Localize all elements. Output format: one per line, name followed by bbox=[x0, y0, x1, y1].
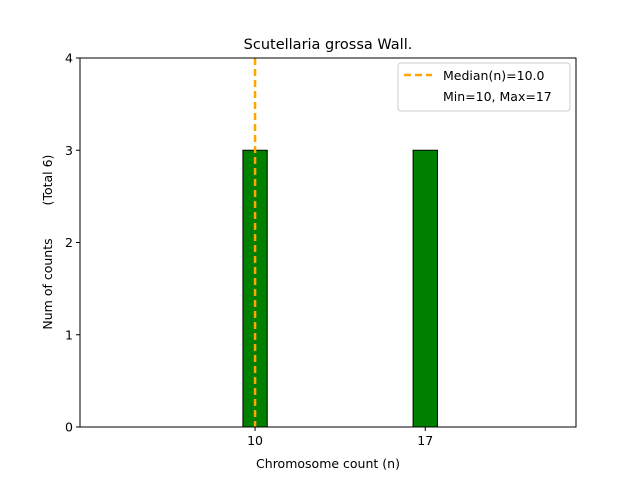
chart-title: Scutellaria grossa Wall. bbox=[244, 37, 413, 53]
legend-median-label: Median(n)=10.0 bbox=[443, 68, 544, 83]
legend-box bbox=[397, 62, 571, 112]
legend: Median(n)=10.0 Min=10, Max=17 bbox=[397, 62, 571, 112]
y-axis-label: Num of counts bbox=[40, 238, 55, 329]
x-tick-label: 17 bbox=[417, 433, 433, 448]
y-tick-label: 4 bbox=[65, 51, 73, 66]
legend-minmax-label: Min=10, Max=17 bbox=[443, 89, 552, 104]
y-axis-total-note: (Total 6) bbox=[40, 155, 55, 206]
y-axis: 0 1 2 3 4 bbox=[65, 51, 80, 435]
bar-17 bbox=[412, 149, 438, 428]
y-tick-label: 3 bbox=[65, 143, 73, 158]
y-tick-label: 0 bbox=[65, 420, 73, 435]
y-tick-label: 2 bbox=[65, 235, 73, 250]
x-tick-label: 10 bbox=[247, 433, 263, 448]
x-axis-label: Chromosome count (n) bbox=[256, 456, 400, 471]
y-tick-label: 1 bbox=[65, 327, 73, 342]
x-axis: 10 17 bbox=[247, 427, 433, 448]
